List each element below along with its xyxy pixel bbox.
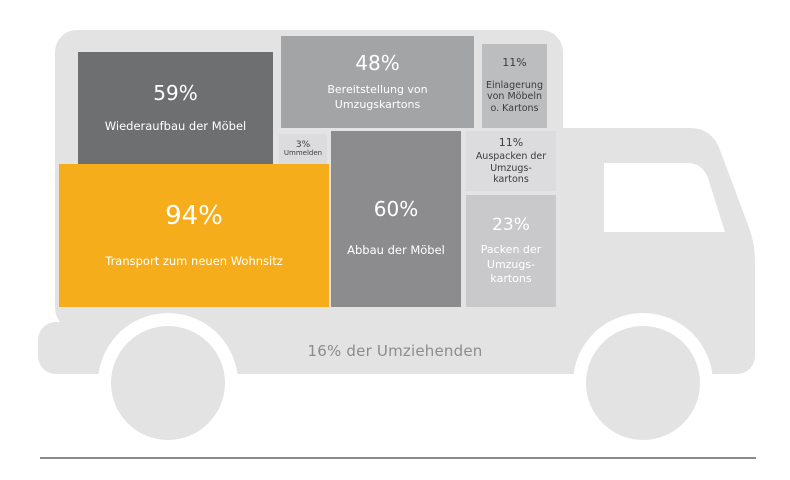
tile-label: Auspacken der Umzugs-kartons	[475, 151, 547, 186]
tile-label: Transport zum neuen Wohnsitz	[105, 253, 283, 268]
tile-label: Bereitstellung von Umzugskartons	[327, 82, 428, 111]
tile-transport: 94% Transport zum neuen Wohnsitz	[59, 164, 329, 307]
tile-bereitstellung: 48% Bereitstellung von Umzugskartons	[281, 36, 474, 128]
tile-label: Abbau der Möbel	[347, 242, 445, 257]
tile-einlagerung: 11% Einlagerung von Möbeln o. Kartons	[482, 44, 547, 128]
tile-label: Wiederaufbau der Möbel	[104, 118, 247, 133]
tile-label: Packen der Umzugs-kartons	[480, 243, 542, 285]
tile-value: 23%	[492, 214, 530, 235]
tile-label: Ummelden	[283, 149, 323, 158]
tile-abbau: 60% Abbau der Möbel	[331, 131, 461, 307]
divider-line	[40, 457, 756, 459]
tile-value: 59%	[153, 80, 198, 105]
tile-value: 94%	[165, 200, 223, 231]
chart-caption: 16% der Umziehenden	[307, 342, 483, 360]
front-wheel	[586, 326, 700, 440]
tile-value: 48%	[355, 50, 400, 75]
tile-packen: 23% Packen der Umzugs-kartons	[466, 195, 556, 307]
tile-auspacken: 11% Auspacken der Umzugs-kartons	[466, 131, 556, 191]
tile-value: 3%	[295, 139, 311, 150]
truck-window	[604, 163, 725, 232]
tile-wiederaufbau: 59% Wiederaufbau der Möbel	[78, 52, 273, 164]
tile-value: 11%	[502, 55, 527, 69]
tile-ummelden: 3% Ummelden	[279, 134, 327, 164]
tile-label: Einlagerung von Möbeln o. Kartons	[486, 79, 543, 115]
rear-wheel	[111, 326, 225, 440]
tile-value: 11%	[498, 135, 524, 149]
tile-value: 60%	[373, 196, 419, 221]
